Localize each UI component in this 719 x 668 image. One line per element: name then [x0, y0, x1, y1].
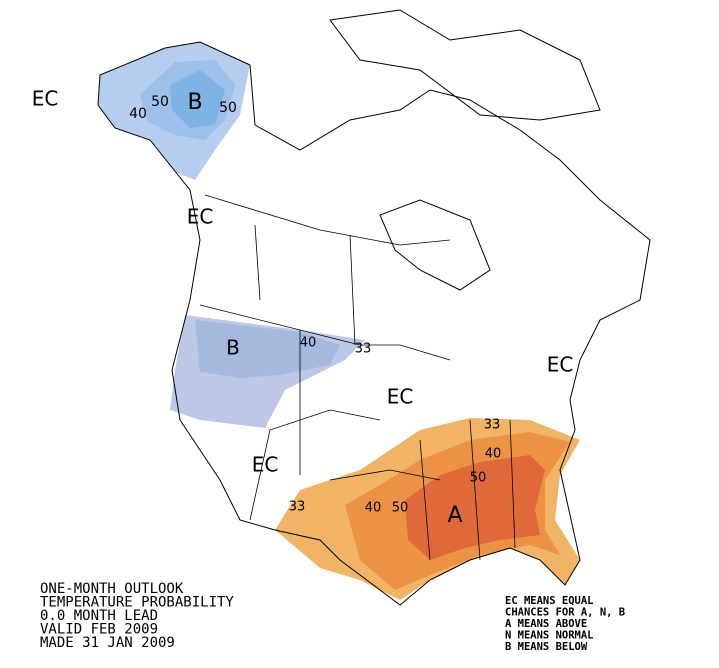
region-label: A: [447, 503, 462, 528]
region-label: 50: [151, 94, 169, 110]
region-label: 40: [485, 447, 502, 462]
legend-line: CHANCES FOR A, N, B: [505, 607, 625, 619]
region-label: 50: [470, 471, 487, 486]
title-line: VALID FEB 2009: [40, 622, 158, 638]
coastline: [97, 41, 651, 606]
legend-line: A MEANS ABOVE: [505, 618, 587, 630]
region-label: 33: [289, 500, 306, 515]
region-label: 33: [355, 342, 372, 357]
region-label: 50: [392, 501, 409, 516]
legend-line: EC MEANS EQUAL: [505, 595, 594, 607]
above-50-region: [405, 455, 545, 560]
region-label: EC: [187, 205, 214, 229]
arctic-coastline: [329, 9, 601, 121]
region-label: EC: [252, 453, 279, 477]
region-label: B: [187, 90, 202, 115]
hudson-bay: [379, 199, 491, 291]
below-40-region: [195, 320, 340, 378]
region-label: 40: [365, 501, 382, 516]
legend-line: N MEANS NORMAL: [505, 630, 594, 642]
region-label: EC: [387, 385, 414, 409]
below-60-region: [170, 70, 225, 128]
state-border: [199, 194, 516, 561]
region-label: 40: [300, 336, 317, 351]
title-line: TEMPERATURE PROBABILITY: [40, 595, 234, 611]
region-label: EC: [547, 353, 574, 377]
region-label: 40: [129, 106, 147, 122]
legend-line: B MEANS BELOW: [505, 641, 588, 653]
region-label: 50: [219, 100, 237, 116]
title-line: MADE 31 JAN 2009: [40, 635, 175, 651]
region-label: 33: [484, 418, 501, 433]
region-label: EC: [32, 87, 59, 111]
region-label: B: [226, 336, 240, 360]
title-line: 0.0 MONTH LEAD: [40, 608, 158, 624]
title-line: ONE-MONTH OUTLOOK: [40, 581, 184, 597]
